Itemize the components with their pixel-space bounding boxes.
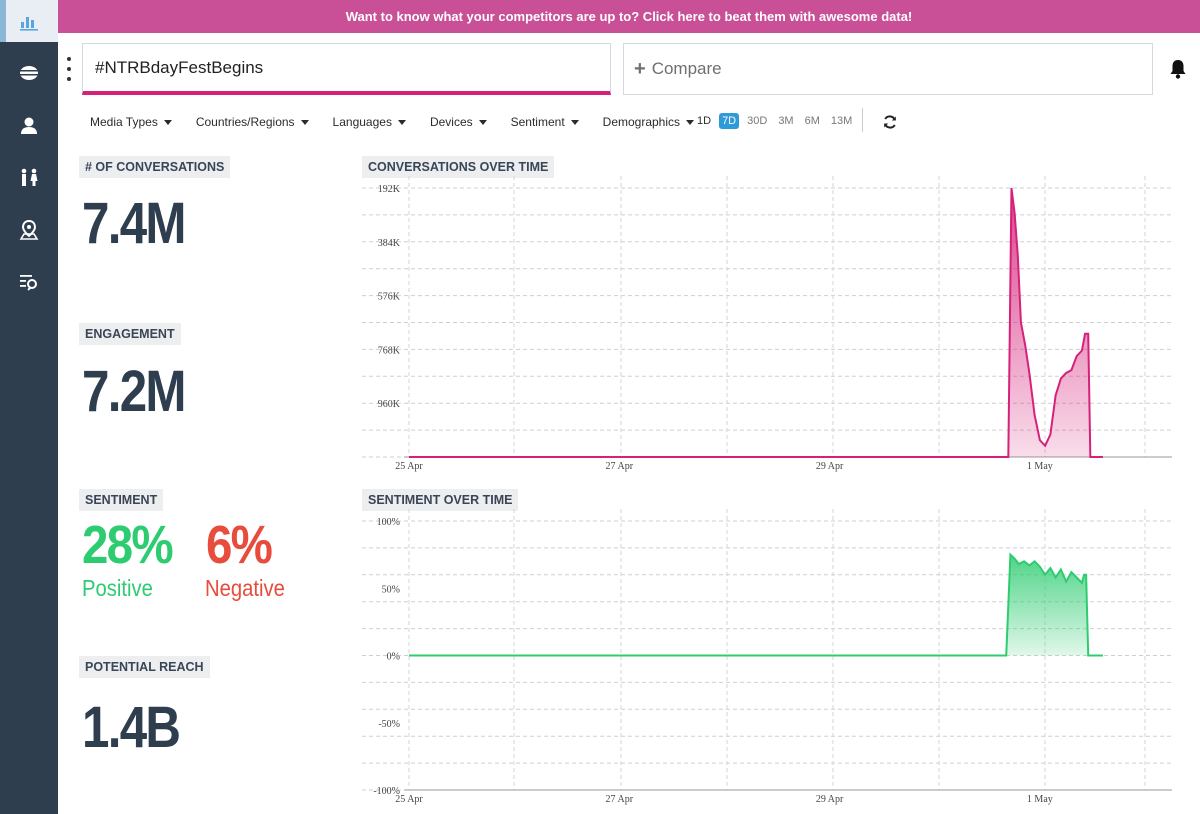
- sidebar-item-influencers[interactable]: [0, 105, 58, 147]
- filter-media-types[interactable]: Media Types: [90, 115, 172, 129]
- sentiment-label: SENTIMENT: [79, 489, 164, 511]
- search-query-input[interactable]: [83, 44, 610, 91]
- y-tick-label: -100%: [373, 786, 400, 797]
- promo-banner[interactable]: Want to know what your competitors are u…: [58, 0, 1200, 33]
- series-area: [409, 188, 1103, 457]
- filter-bar: Media Types Countries/Regions Languages …: [90, 112, 718, 132]
- filter-languages[interactable]: Languages: [333, 115, 406, 129]
- x-tick-label: 1 May: [1027, 461, 1053, 472]
- sidebar-item-search-list[interactable]: [0, 261, 58, 303]
- bar-chart-icon: [20, 17, 38, 31]
- sidebar-item-locations[interactable]: [0, 209, 58, 251]
- sidebar-item-analytics[interactable]: [0, 0, 58, 42]
- filter-devices[interactable]: Devices: [430, 115, 487, 129]
- people-icon: [21, 168, 38, 186]
- caret-down-icon: [397, 119, 406, 125]
- negative-sentiment-value: 6%: [206, 515, 273, 575]
- caret-down-icon: [570, 119, 579, 125]
- positive-sentiment-value: 28%: [82, 515, 174, 575]
- range-6m[interactable]: 6M: [804, 115, 820, 127]
- x-tick-label: 1 May: [1027, 794, 1053, 805]
- time-range-selector: 1D 7D 30D 3M 6M 13M: [694, 112, 860, 130]
- caret-down-icon: [478, 119, 487, 125]
- y-tick-label: 960K: [378, 399, 401, 410]
- reach-label: POTENTIAL REACH: [79, 656, 210, 678]
- series-area: [409, 554, 1103, 656]
- map-pin-icon: [19, 219, 39, 240]
- conversations-chart-title: CONVERSATIONS OVER TIME: [362, 156, 555, 178]
- y-tick-label: 768K: [378, 345, 401, 356]
- range-7d[interactable]: 7D: [719, 113, 740, 129]
- filter-demographics[interactable]: Demographics: [603, 115, 695, 129]
- sidebar-item-streams[interactable]: [0, 52, 58, 94]
- caret-down-icon: [163, 119, 172, 125]
- reach-value: 1.4B: [82, 695, 181, 760]
- range-1d[interactable]: 1D: [697, 115, 712, 127]
- conversations-label: # OF CONVERSATIONS: [79, 156, 231, 178]
- y-tick-label: 100%: [377, 517, 400, 528]
- query-box[interactable]: [82, 43, 611, 95]
- user-icon: [21, 117, 37, 134]
- y-tick-label: 576K: [378, 292, 401, 303]
- conversations-value: 7.4M: [82, 191, 187, 256]
- negative-sentiment-label: Negative: [205, 575, 285, 601]
- filter-countries-regions[interactable]: Countries/Regions: [196, 115, 309, 129]
- series-line: [409, 187, 1103, 458]
- compare-box[interactable]: + Compare: [623, 43, 1153, 95]
- x-tick-label: 25 Apr: [395, 461, 423, 472]
- sidebar: [0, 0, 58, 814]
- y-tick-label: -50%: [378, 719, 400, 730]
- x-tick-label: 29 Apr: [816, 794, 844, 805]
- y-tick-label: 50%: [382, 584, 400, 595]
- range-30d[interactable]: 30D: [747, 115, 768, 127]
- caret-down-icon: [300, 119, 309, 125]
- filter-sentiment[interactable]: Sentiment: [511, 115, 579, 129]
- series-line: [409, 552, 1103, 657]
- y-tick-label: 0%: [387, 652, 400, 663]
- y-tick-label: 192K: [378, 184, 401, 195]
- x-tick-label: 29 Apr: [816, 461, 844, 472]
- sidebar-item-demographics[interactable]: [0, 157, 58, 199]
- compare-label: Compare: [651, 59, 722, 78]
- x-tick-label: 27 Apr: [606, 794, 634, 805]
- sentiment-chart-title: SENTIMENT OVER TIME: [362, 489, 519, 511]
- refresh-icon[interactable]: [882, 114, 898, 130]
- list-search-icon: [20, 275, 37, 291]
- bell-icon[interactable]: [1168, 58, 1188, 80]
- caret-down-icon: [686, 119, 695, 125]
- range-3m[interactable]: 3M: [778, 115, 794, 127]
- hamburger-icon: [20, 66, 38, 80]
- engagement-value: 7.2M: [82, 359, 187, 424]
- engagement-label: ENGAGEMENT: [79, 323, 181, 345]
- range-13m[interactable]: 13M: [830, 115, 853, 127]
- y-tick-label: 384K: [378, 238, 401, 249]
- more-options-icon[interactable]: [64, 57, 74, 81]
- x-tick-label: 25 Apr: [395, 794, 423, 805]
- x-tick-label: 27 Apr: [606, 461, 634, 472]
- positive-sentiment-label: Positive: [82, 575, 153, 601]
- plus-icon: +: [634, 58, 646, 80]
- divider: [862, 108, 863, 132]
